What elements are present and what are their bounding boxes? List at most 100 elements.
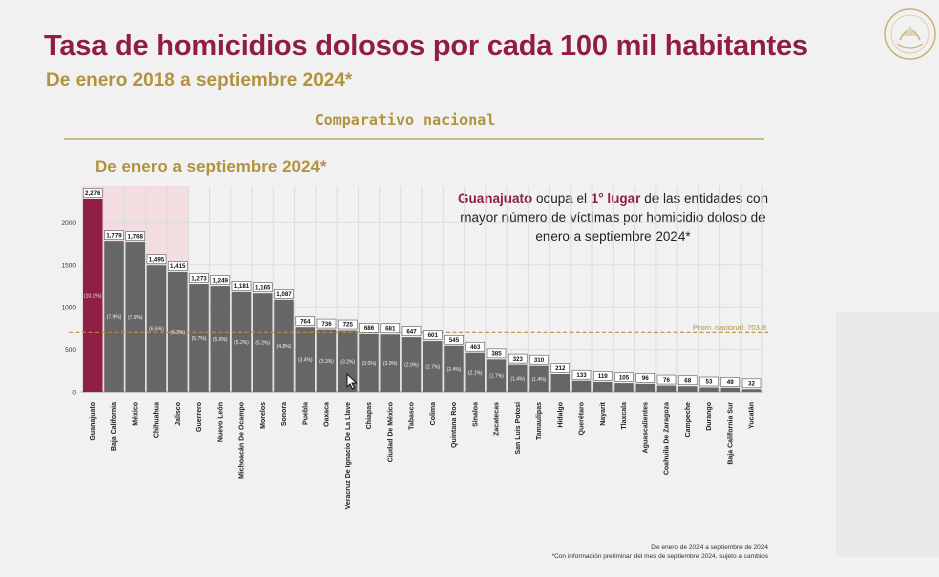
percent-label: (3.0%) xyxy=(362,361,377,367)
percent-label: (2.1%) xyxy=(468,370,483,376)
value-label: 1,768 xyxy=(128,233,144,240)
percent-label: (5.2%) xyxy=(234,340,249,346)
value-label-box xyxy=(422,330,443,340)
category-label: Hidalgo xyxy=(557,402,564,428)
percent-label: (7.9%) xyxy=(107,315,122,321)
value-label-box xyxy=(720,377,741,387)
category-label: Veracruz De Ignacio De La Llave xyxy=(345,402,352,509)
bar xyxy=(423,341,443,392)
category-label: Baja California Sur xyxy=(727,402,734,465)
category-label: Jalisco xyxy=(175,402,182,426)
value-label: 1,181 xyxy=(234,283,250,290)
value-label: 2,276 xyxy=(85,190,101,197)
category-label: Nayarit xyxy=(600,401,607,425)
bar xyxy=(316,329,337,392)
callout-rank: 1° lugar xyxy=(590,191,641,206)
bar xyxy=(550,374,570,392)
percent-label: (3.0%) xyxy=(383,361,398,367)
value-label-box xyxy=(252,282,273,293)
percent-label: (2.7%) xyxy=(425,365,440,371)
value-label-box xyxy=(189,273,209,283)
value-label: 725 xyxy=(343,322,354,329)
value-label-box xyxy=(295,316,316,327)
bar xyxy=(571,380,592,392)
percent-label: (3.3%) xyxy=(319,359,334,365)
category-label: Baja California xyxy=(111,402,118,451)
value-label-box xyxy=(316,318,337,329)
value-label: 133 xyxy=(576,372,587,379)
value-label-box xyxy=(571,369,592,380)
bar xyxy=(189,284,209,392)
value-label-box xyxy=(210,275,231,285)
bar xyxy=(146,265,167,392)
footnote: De enero de 2024 a septiembre de 2024 *C… xyxy=(500,543,768,561)
value-label-box xyxy=(465,341,486,352)
value-label: 1,273 xyxy=(191,275,207,282)
value-label-box xyxy=(146,254,167,265)
percent-label: (7.9%) xyxy=(128,315,143,321)
value-label-box xyxy=(677,375,698,386)
y-tick-label: 500 xyxy=(65,347,76,354)
value-label: 1,165 xyxy=(255,284,271,291)
footnote-note: *Con información preliminar del mes de s… xyxy=(551,553,768,560)
percent-label: (5.2%) xyxy=(255,341,270,347)
value-label: 686 xyxy=(364,325,375,332)
category-label: Aguascalientes xyxy=(642,402,649,453)
side-panel xyxy=(836,312,939,557)
bar xyxy=(614,383,634,392)
chart-period-label: De enero a septiembre 2024* xyxy=(95,157,327,176)
percent-label: (6.6%) xyxy=(149,327,164,333)
page-subtitle: De enero 2018 a septiembre 2024* xyxy=(46,70,353,91)
category-label: Chihuahua xyxy=(154,402,161,438)
category-label: Colima xyxy=(430,402,437,425)
value-label: 119 xyxy=(598,373,609,380)
category-label: Nuevo León xyxy=(217,402,224,442)
value-label: 68 xyxy=(684,377,691,384)
value-label-box xyxy=(550,363,571,373)
category-label: Campeche xyxy=(685,402,692,438)
bar xyxy=(295,327,315,392)
value-label: 1,415 xyxy=(170,263,186,270)
bar xyxy=(529,365,549,392)
value-label-box xyxy=(104,230,124,240)
value-label: 49 xyxy=(727,379,734,386)
value-label: 1,779 xyxy=(106,232,122,239)
category-label: Zacatecas xyxy=(494,402,501,436)
value-label-box xyxy=(231,281,252,291)
category-label: Puebla xyxy=(302,402,309,425)
value-label-box xyxy=(614,372,634,382)
callout-text-b: de las entidades con mayor número de víc… xyxy=(460,191,769,244)
bar xyxy=(593,381,613,392)
bar xyxy=(338,330,358,392)
bar xyxy=(720,387,740,392)
value-label-box xyxy=(380,323,401,334)
percent-label: (6.3%) xyxy=(170,330,185,336)
value-label: 764 xyxy=(300,318,311,325)
mexico-government-seal-icon xyxy=(884,8,936,60)
value-label-box xyxy=(592,371,613,381)
value-label: 53 xyxy=(706,379,713,386)
y-tick-label: 1500 xyxy=(62,262,77,269)
callout-text-a: ocupa el xyxy=(532,191,591,206)
value-label: 212 xyxy=(555,365,566,372)
chart-callout: Guanajuato ocupa el 1° lugar de las enti… xyxy=(448,189,778,246)
value-label-box xyxy=(401,326,422,336)
bar xyxy=(444,345,464,392)
category-label: Oaxaca xyxy=(324,402,331,427)
bar xyxy=(380,334,400,392)
mouse-cursor-icon xyxy=(346,373,358,390)
value-label: 1,249 xyxy=(213,277,229,284)
bar xyxy=(465,352,485,392)
category-label: Tlaxcala xyxy=(621,402,628,430)
value-label: 385 xyxy=(491,351,502,358)
percent-label: (1.7%) xyxy=(489,374,504,380)
percent-label: (2.4%) xyxy=(447,367,462,373)
bar xyxy=(741,389,762,392)
value-label: 32 xyxy=(748,380,755,387)
bar xyxy=(486,359,507,392)
category-label: San Luis Potosí xyxy=(515,401,522,455)
bar xyxy=(678,386,698,392)
value-label-box xyxy=(274,289,294,299)
bar xyxy=(125,242,145,392)
bar xyxy=(359,333,379,392)
